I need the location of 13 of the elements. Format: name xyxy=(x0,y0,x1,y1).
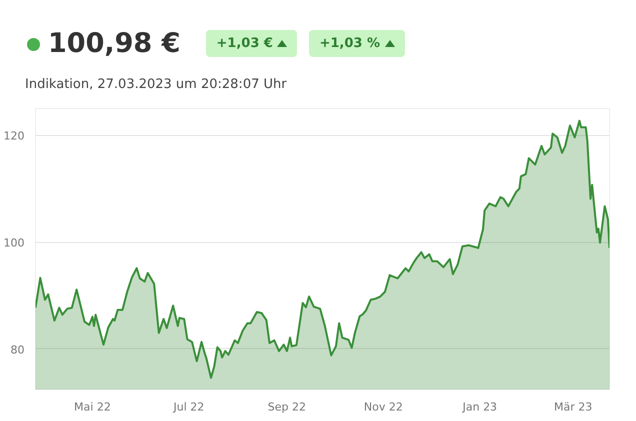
x-tick-label: Mär 23 xyxy=(554,400,592,414)
x-tick-label: Jul 22 xyxy=(172,400,204,414)
y-tick-label: 120 xyxy=(4,130,25,143)
text: +1,03 € xyxy=(206,30,298,57)
y-tick-label: 80 xyxy=(10,343,25,356)
y-tick-label: 100 xyxy=(4,236,25,250)
x-tick-label: Sep 22 xyxy=(268,400,306,414)
x-tick-label: Nov 22 xyxy=(364,400,403,414)
x-tick-label: Mai 22 xyxy=(74,400,111,414)
chart-subtitle: Indikation, 27.03.2023 um 20:28:07 Uhr xyxy=(25,76,288,94)
text: +1,03 % xyxy=(309,30,405,57)
chart-title: 100,98 € xyxy=(48,27,180,61)
x-tick-label: Jan 23 xyxy=(462,400,498,414)
